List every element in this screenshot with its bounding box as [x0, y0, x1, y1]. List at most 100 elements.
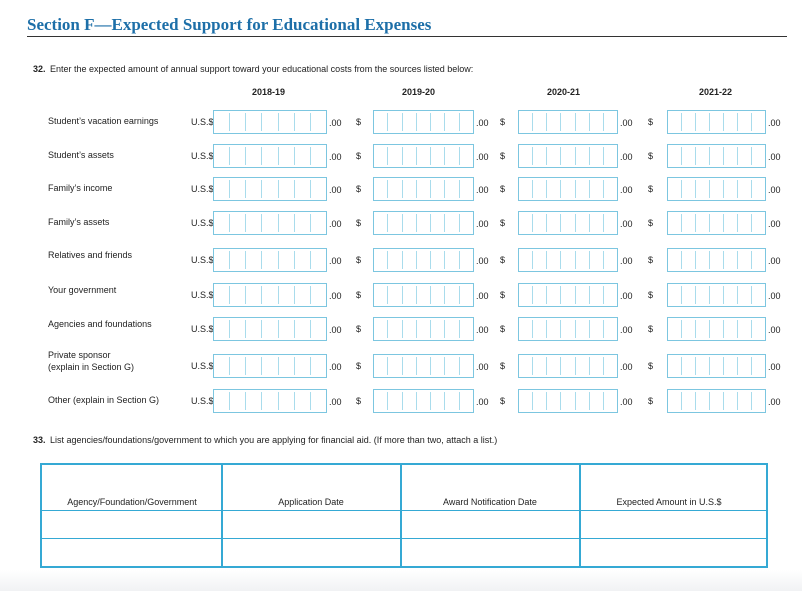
digit-box[interactable]	[279, 392, 295, 410]
digit-box[interactable]	[590, 113, 604, 131]
digit-box[interactable]	[682, 320, 696, 338]
digit-box[interactable]	[246, 286, 263, 304]
digit-box[interactable]	[561, 392, 576, 410]
digit-box[interactable]	[682, 392, 696, 410]
digit-box[interactable]	[547, 180, 562, 198]
digit-box[interactable]	[519, 392, 534, 410]
digit-box[interactable]	[460, 214, 473, 232]
digit-box[interactable]	[417, 147, 432, 165]
digit-box[interactable]	[668, 180, 682, 198]
digit-box[interactable]	[576, 113, 590, 131]
digit-box[interactable]	[547, 286, 562, 304]
digit-box[interactable]	[431, 251, 446, 269]
digit-box[interactable]	[519, 113, 534, 131]
digit-box[interactable]	[295, 214, 311, 232]
digit-box[interactable]	[696, 180, 710, 198]
digit-box[interactable]	[445, 113, 460, 131]
digit-box[interactable]	[311, 214, 326, 232]
digit-box[interactable]	[561, 320, 576, 338]
digit-box[interactable]	[246, 320, 263, 338]
digit-box[interactable]	[279, 180, 295, 198]
digit-box[interactable]	[519, 286, 534, 304]
digit-box[interactable]	[403, 320, 417, 338]
digit-box[interactable]	[696, 113, 710, 131]
digit-box[interactable]	[604, 180, 617, 198]
digit-box[interactable]	[403, 251, 417, 269]
digit-box[interactable]	[724, 180, 738, 198]
digit-box[interactable]	[738, 286, 752, 304]
digit-box[interactable]	[547, 214, 562, 232]
amount-boxes[interactable]	[667, 389, 766, 413]
digit-box[interactable]	[445, 286, 460, 304]
digit-box[interactable]	[533, 113, 548, 131]
digit-box[interactable]	[682, 251, 696, 269]
digit-box[interactable]	[417, 392, 432, 410]
amount-boxes[interactable]	[373, 144, 474, 168]
digit-box[interactable]	[230, 320, 247, 338]
amount-boxes[interactable]	[518, 110, 618, 134]
digit-box[interactable]	[738, 147, 752, 165]
digit-box[interactable]	[262, 320, 279, 338]
digit-box[interactable]	[561, 286, 576, 304]
digit-box[interactable]	[445, 180, 460, 198]
digit-box[interactable]	[533, 214, 548, 232]
digit-box[interactable]	[576, 251, 590, 269]
digit-box[interactable]	[214, 392, 231, 410]
digit-box[interactable]	[460, 147, 473, 165]
digit-box[interactable]	[311, 320, 326, 338]
digit-box[interactable]	[547, 392, 562, 410]
digit-box[interactable]	[445, 214, 460, 232]
digit-box[interactable]	[230, 180, 247, 198]
digit-box[interactable]	[417, 286, 432, 304]
digit-box[interactable]	[214, 214, 231, 232]
digit-box[interactable]	[403, 180, 417, 198]
digit-box[interactable]	[460, 286, 473, 304]
digit-box[interactable]	[738, 180, 752, 198]
digit-box[interactable]	[576, 180, 590, 198]
digit-box[interactable]	[752, 357, 765, 375]
digit-box[interactable]	[682, 357, 696, 375]
digit-box[interactable]	[590, 214, 604, 232]
digit-box[interactable]	[246, 214, 263, 232]
amount-boxes[interactable]	[667, 354, 766, 378]
digit-box[interactable]	[374, 180, 389, 198]
amount-boxes[interactable]	[213, 177, 327, 201]
digit-box[interactable]	[388, 180, 403, 198]
digit-box[interactable]	[752, 251, 765, 269]
digit-box[interactable]	[295, 286, 311, 304]
digit-box[interactable]	[533, 392, 548, 410]
amount-boxes[interactable]	[213, 110, 327, 134]
digit-box[interactable]	[246, 147, 263, 165]
digit-box[interactable]	[417, 113, 432, 131]
digit-box[interactable]	[682, 147, 696, 165]
digit-box[interactable]	[311, 392, 326, 410]
digit-box[interactable]	[519, 320, 534, 338]
digit-box[interactable]	[752, 214, 765, 232]
amount-boxes[interactable]	[373, 283, 474, 307]
digit-box[interactable]	[710, 286, 724, 304]
digit-box[interactable]	[533, 251, 548, 269]
digit-box[interactable]	[374, 320, 389, 338]
digit-box[interactable]	[230, 251, 247, 269]
digit-box[interactable]	[682, 214, 696, 232]
digit-box[interactable]	[230, 214, 247, 232]
digit-box[interactable]	[519, 180, 534, 198]
amount-boxes[interactable]	[373, 354, 474, 378]
digit-box[interactable]	[724, 286, 738, 304]
digit-box[interactable]	[724, 320, 738, 338]
digit-box[interactable]	[279, 357, 295, 375]
digit-box[interactable]	[431, 392, 446, 410]
digit-box[interactable]	[696, 320, 710, 338]
digit-box[interactable]	[547, 147, 562, 165]
digit-box[interactable]	[696, 147, 710, 165]
digit-box[interactable]	[590, 392, 604, 410]
amount-boxes[interactable]	[213, 354, 327, 378]
digit-box[interactable]	[262, 214, 279, 232]
digit-box[interactable]	[295, 392, 311, 410]
digit-box[interactable]	[417, 214, 432, 232]
digit-box[interactable]	[279, 113, 295, 131]
digit-box[interactable]	[752, 320, 765, 338]
digit-box[interactable]	[311, 251, 326, 269]
amount-boxes[interactable]	[373, 177, 474, 201]
digit-box[interactable]	[696, 357, 710, 375]
